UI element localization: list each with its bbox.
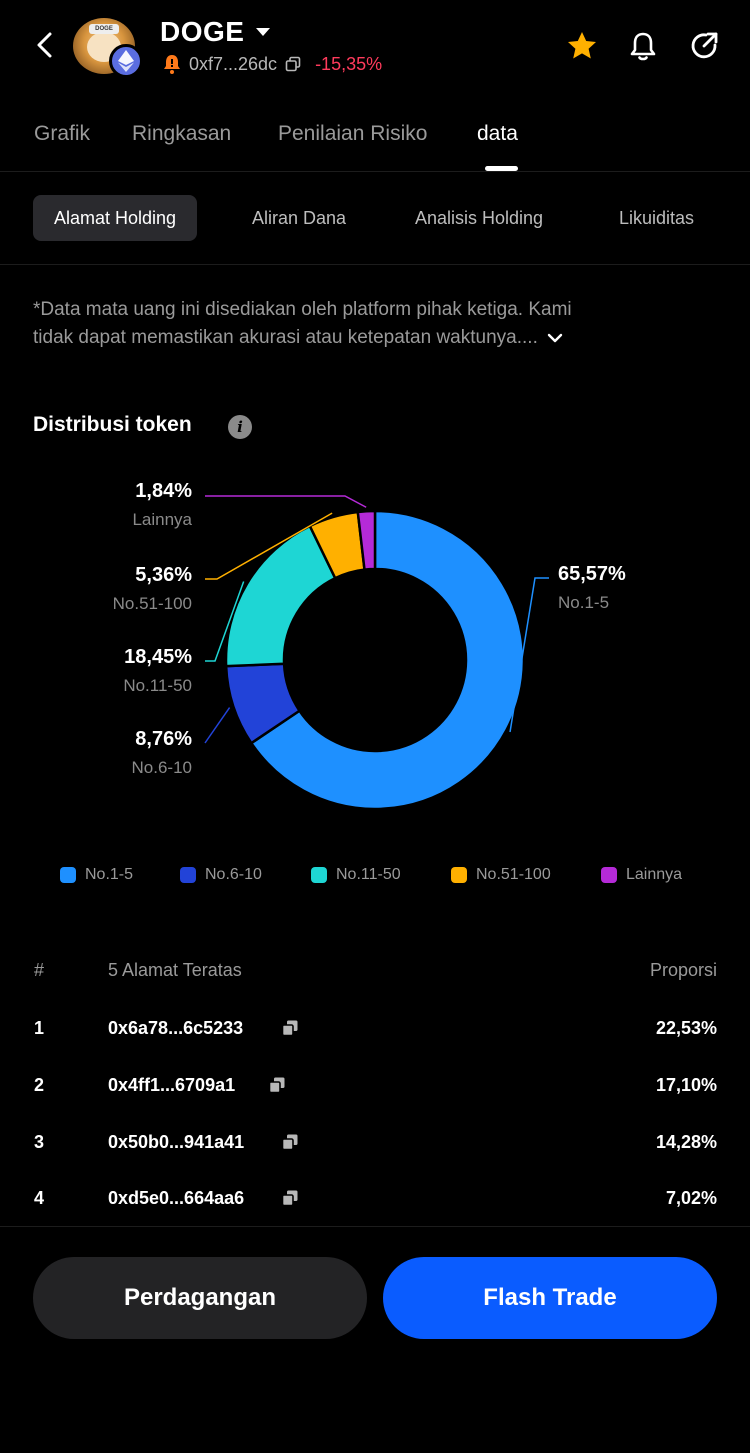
sub-tabs: Alamat Holding Aliran Dana Analisis Hold… bbox=[0, 173, 750, 265]
legend-label: Lainnya bbox=[626, 866, 683, 883]
slice-value-label: 65,57% bbox=[558, 563, 626, 585]
table-row[interactable]: 3 0x50b0...941a41 14,28% bbox=[0, 1124, 750, 1164]
legend-swatch bbox=[180, 867, 196, 883]
legend-label: No.6-10 bbox=[205, 866, 262, 883]
tab-grafik[interactable]: Grafik bbox=[34, 122, 91, 145]
col-proportion: Proporsi bbox=[649, 960, 717, 980]
donut-chart: 65,57% No.1-5 8,76% No.6-10 18,45% No.11-50 5,… bbox=[113, 480, 626, 811]
slice-value-label: 5,36% bbox=[135, 564, 192, 586]
subtab-alamat-holding[interactable]: Alamat Holding bbox=[33, 195, 198, 241]
legend-item[interactable]: No.51-100 bbox=[451, 866, 551, 884]
row-rank: 1 bbox=[34, 1018, 45, 1038]
header: DOGE DOGE 0xf7...26dc -15,35% bbox=[0, 0, 750, 95]
row-proportion: 17,10% bbox=[655, 1075, 717, 1095]
chevron-down-icon[interactable] bbox=[256, 28, 270, 36]
donut-slice-no-1-5[interactable] bbox=[249, 509, 526, 811]
legend-swatch bbox=[60, 867, 76, 883]
back-arrow-icon[interactable] bbox=[28, 28, 62, 62]
legend-swatch bbox=[451, 867, 467, 883]
tab-active-indicator bbox=[485, 166, 518, 171]
row-proportion: 7,02% bbox=[665, 1188, 717, 1208]
trade-button[interactable]: Perdagangan bbox=[33, 1257, 367, 1339]
slice-name-label: No.11-50 bbox=[123, 676, 192, 695]
col-address: 5 Alamat Teratas bbox=[108, 960, 242, 980]
subtab-likuiditas[interactable]: Likuiditas bbox=[619, 208, 695, 228]
slice-name-label: No.6-10 bbox=[132, 758, 192, 777]
copy-icon[interactable] bbox=[281, 1019, 299, 1037]
legend-swatch bbox=[311, 867, 327, 883]
legend-item[interactable]: No.1-5 bbox=[60, 866, 133, 884]
copy-icon[interactable] bbox=[281, 1133, 299, 1151]
leader-line bbox=[205, 495, 367, 508]
row-rank: 2 bbox=[34, 1075, 45, 1095]
star-icon[interactable] bbox=[565, 30, 599, 62]
legend-label: No.1-5 bbox=[85, 866, 134, 883]
slice-name-label: Lainnya bbox=[132, 510, 192, 529]
leader-line bbox=[205, 581, 245, 662]
legend-label: No.51-100 bbox=[476, 866, 551, 883]
main-tabs: Grafik Ringkasan Penilaian Risiko data bbox=[0, 108, 750, 172]
row-rank: 3 bbox=[34, 1132, 45, 1152]
leader-line bbox=[205, 512, 333, 580]
table-row[interactable]: 4 0xd5e0...664aa6 7,02% bbox=[0, 1180, 750, 1220]
tab-penilaian-risiko[interactable]: Penilaian Risiko bbox=[278, 122, 428, 145]
token-address: 0xf7...26dc bbox=[189, 53, 278, 74]
row-rank: 4 bbox=[34, 1188, 45, 1208]
tab-data[interactable]: data bbox=[477, 122, 518, 145]
donut-slice-lainnya[interactable] bbox=[356, 509, 377, 571]
disclaimer-line-1: *Data mata uang ini disediakan oleh plat… bbox=[33, 299, 572, 320]
slice-value-label: 1,84% bbox=[135, 480, 192, 502]
table-row[interactable]: 1 0x6a78...6c5233 22,53% bbox=[0, 1010, 750, 1050]
copy-icon[interactable] bbox=[268, 1076, 286, 1094]
legend-item[interactable]: No.11-50 bbox=[311, 866, 401, 884]
slice-value-label: 8,76% bbox=[135, 728, 192, 750]
token-subinfo: 0xf7...26dc -15,35% bbox=[163, 52, 382, 76]
bell-icon[interactable] bbox=[628, 30, 658, 62]
chart-legend: No.1-5 No.6-10 No.11-50 No.51-100 Lainnya bbox=[0, 862, 750, 892]
legend-label: No.11-50 bbox=[336, 866, 401, 883]
row-proportion: 22,53% bbox=[655, 1018, 717, 1038]
row-address: 0x4ff1...6709a1 bbox=[108, 1075, 236, 1095]
leader-line bbox=[204, 707, 231, 744]
disclaimer-line-2: tidak dapat memastikan akurasi atau kete… bbox=[33, 327, 538, 348]
col-rank: # bbox=[34, 960, 45, 980]
slice-name-label: No.1-5 bbox=[558, 593, 609, 612]
copy-icon[interactable] bbox=[281, 1189, 299, 1207]
table-row[interactable]: 2 0x4ff1...6709a1 17,10% bbox=[0, 1067, 750, 1107]
row-address: 0x50b0...941a41 bbox=[108, 1132, 245, 1152]
row-proportion: 14,28% bbox=[655, 1132, 717, 1152]
row-address: 0xd5e0...664aa6 bbox=[108, 1188, 245, 1208]
legend-item[interactable]: No.6-10 bbox=[180, 866, 262, 884]
legend-swatch bbox=[601, 867, 617, 883]
info-icon[interactable]: i bbox=[228, 415, 252, 439]
tab-ringkasan[interactable]: Ringkasan bbox=[132, 122, 232, 145]
copy-icon[interactable] bbox=[285, 56, 301, 72]
disclaimer[interactable]: *Data mata uang ini disediakan oleh plat… bbox=[33, 296, 713, 352]
subtab-aliran-dana[interactable]: Aliran Dana bbox=[252, 208, 347, 228]
table-header: # 5 Alamat Teratas Proporsi bbox=[0, 955, 750, 985]
slice-value-label: 18,45% bbox=[124, 646, 192, 668]
price-change: -15,35% bbox=[315, 53, 383, 74]
ethereum-icon bbox=[109, 44, 143, 78]
slice-name-label: No.51-100 bbox=[113, 594, 192, 613]
warning-icon[interactable] bbox=[163, 54, 181, 74]
subtab-analisis-holding[interactable]: Analisis Holding bbox=[415, 208, 544, 228]
row-address: 0x6a78...6c5233 bbox=[108, 1018, 244, 1038]
flash-trade-button[interactable]: Flash Trade bbox=[383, 1257, 717, 1339]
chevron-down-icon[interactable] bbox=[546, 332, 564, 344]
section-title: Distribusi token bbox=[33, 413, 192, 436]
token-name[interactable]: DOGE bbox=[160, 16, 245, 47]
leader-line bbox=[509, 577, 549, 733]
share-icon[interactable] bbox=[688, 30, 720, 62]
legend-item[interactable]: Lainnya bbox=[601, 866, 682, 884]
